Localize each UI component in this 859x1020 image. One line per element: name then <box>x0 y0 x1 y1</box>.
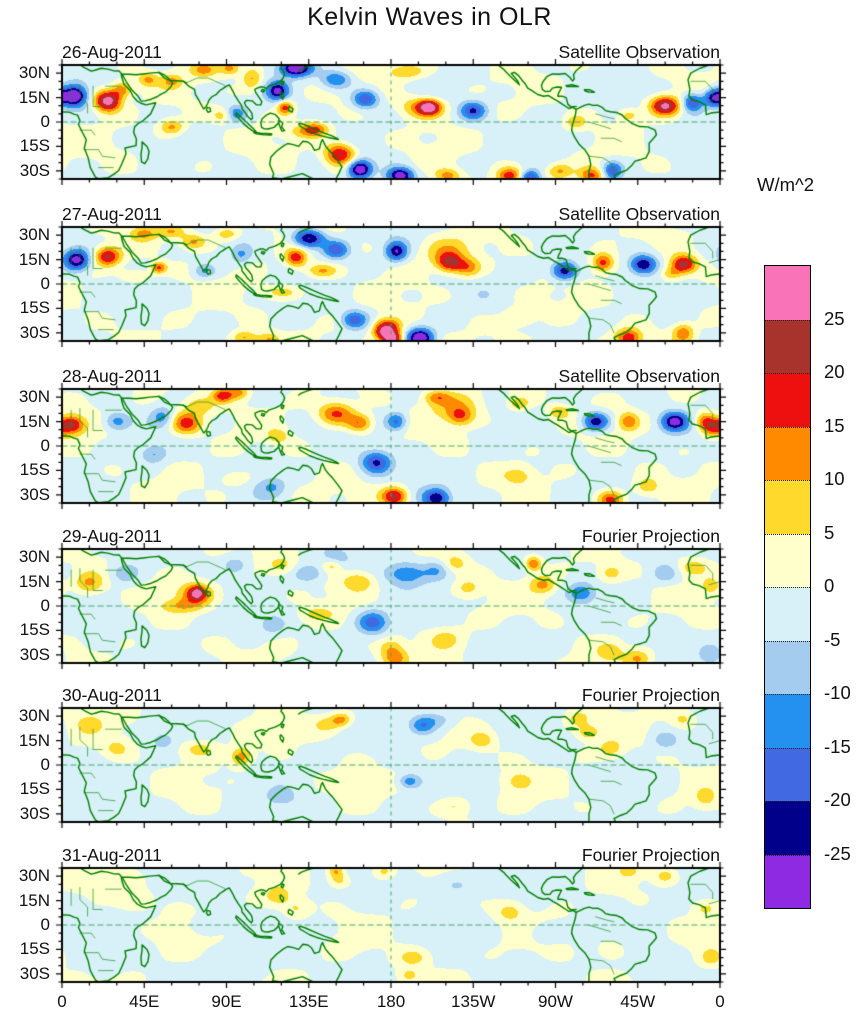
y-tick-label: 15S <box>19 136 50 156</box>
map-panel-3 <box>54 381 728 511</box>
y-tick-label: 30S <box>19 322 50 342</box>
y-tick-label: 15N <box>18 87 50 107</box>
x-tick-label: 90E <box>211 992 242 1011</box>
y-tick-label: 30S <box>19 963 50 983</box>
y-tick-label: 15N <box>18 730 50 750</box>
colorbar-segment <box>765 373 810 427</box>
colorbar-segment <box>765 426 810 480</box>
colorbar-tick-label: -5 <box>824 628 841 650</box>
y-tick-label: 30S <box>19 644 50 664</box>
y-tick-label: 15S <box>19 779 50 799</box>
colorbar-tick-label: -10 <box>824 682 851 703</box>
map-panel-5 <box>54 700 728 830</box>
colorbar-tick-label: -15 <box>824 735 851 757</box>
y-tick-label: 30N <box>18 706 50 726</box>
colorbar-segment <box>765 480 810 534</box>
colorbar-segment <box>765 266 810 320</box>
y-tick-label: 15S <box>19 298 50 318</box>
y-tick-label: 15S <box>19 620 50 640</box>
map-panel-1 <box>54 57 728 187</box>
colorbar-tick-label: 0 <box>824 575 835 596</box>
y-tick-label: 15N <box>18 249 50 269</box>
x-tick-label: 0 <box>57 992 67 1011</box>
y-tick-label: 15S <box>19 939 50 959</box>
y-tick-label: 30S <box>19 160 50 180</box>
y-tick-label: 0 <box>40 274 50 293</box>
x-tick-label: 45E <box>129 992 160 1011</box>
colorbar-tick-label: 20 <box>824 361 845 382</box>
x-tick-label: 135E <box>288 992 329 1011</box>
y-tick-label: 0 <box>40 596 50 615</box>
colorbar-segment <box>765 801 810 855</box>
y-tick-label: 30N <box>18 387 50 407</box>
colorbar-segment <box>765 319 810 373</box>
y-tick-label: 15N <box>18 890 50 910</box>
y-tick-label: 15N <box>18 411 50 431</box>
y-tick-label: 0 <box>40 755 50 774</box>
map-panel-4 <box>54 541 728 671</box>
colorbar-tick-label: -25 <box>824 842 851 864</box>
figure-title: Kelvin Waves in OLR <box>307 3 552 31</box>
y-tick-label: 0 <box>40 915 50 934</box>
y-tick-label: 30N <box>18 866 50 886</box>
colorbar-tick-label: 15 <box>824 414 845 436</box>
colorbar-segment <box>765 533 810 587</box>
colorbar-segment <box>765 854 810 908</box>
map-panel-2 <box>54 219 728 349</box>
x-tick-label: 0 <box>715 992 725 1011</box>
y-tick-label: 15S <box>19 460 50 480</box>
y-tick-label: 30S <box>19 803 50 823</box>
y-tick-label: 30N <box>18 63 50 83</box>
y-tick-label: 15N <box>18 571 50 591</box>
map-panel-6 <box>54 860 728 990</box>
colorbar-tick-label: 10 <box>824 468 845 489</box>
y-tick-label: 30N <box>18 547 50 567</box>
colorbar-segment <box>765 694 810 748</box>
y-tick-label: 30N <box>18 225 50 245</box>
colorbar-tick-label: 25 <box>824 307 845 329</box>
colorbar-segment <box>765 587 810 641</box>
colorbar-unit-label: W/m^2 <box>757 174 814 195</box>
colorbar-segment <box>765 747 810 801</box>
x-tick-label: 135W <box>451 992 496 1011</box>
colorbar-segment <box>765 640 810 694</box>
y-tick-label: 0 <box>40 436 50 455</box>
colorbar-tick-label: -20 <box>824 789 851 810</box>
colorbar <box>764 265 811 909</box>
y-tick-label: 30S <box>19 484 50 504</box>
colorbar-tick-label: 5 <box>824 521 835 543</box>
x-tick-label: 90W <box>538 992 573 1011</box>
x-tick-label: 45W <box>620 992 656 1011</box>
y-tick-label: 0 <box>40 112 50 131</box>
x-tick-label: 180 <box>376 992 406 1011</box>
